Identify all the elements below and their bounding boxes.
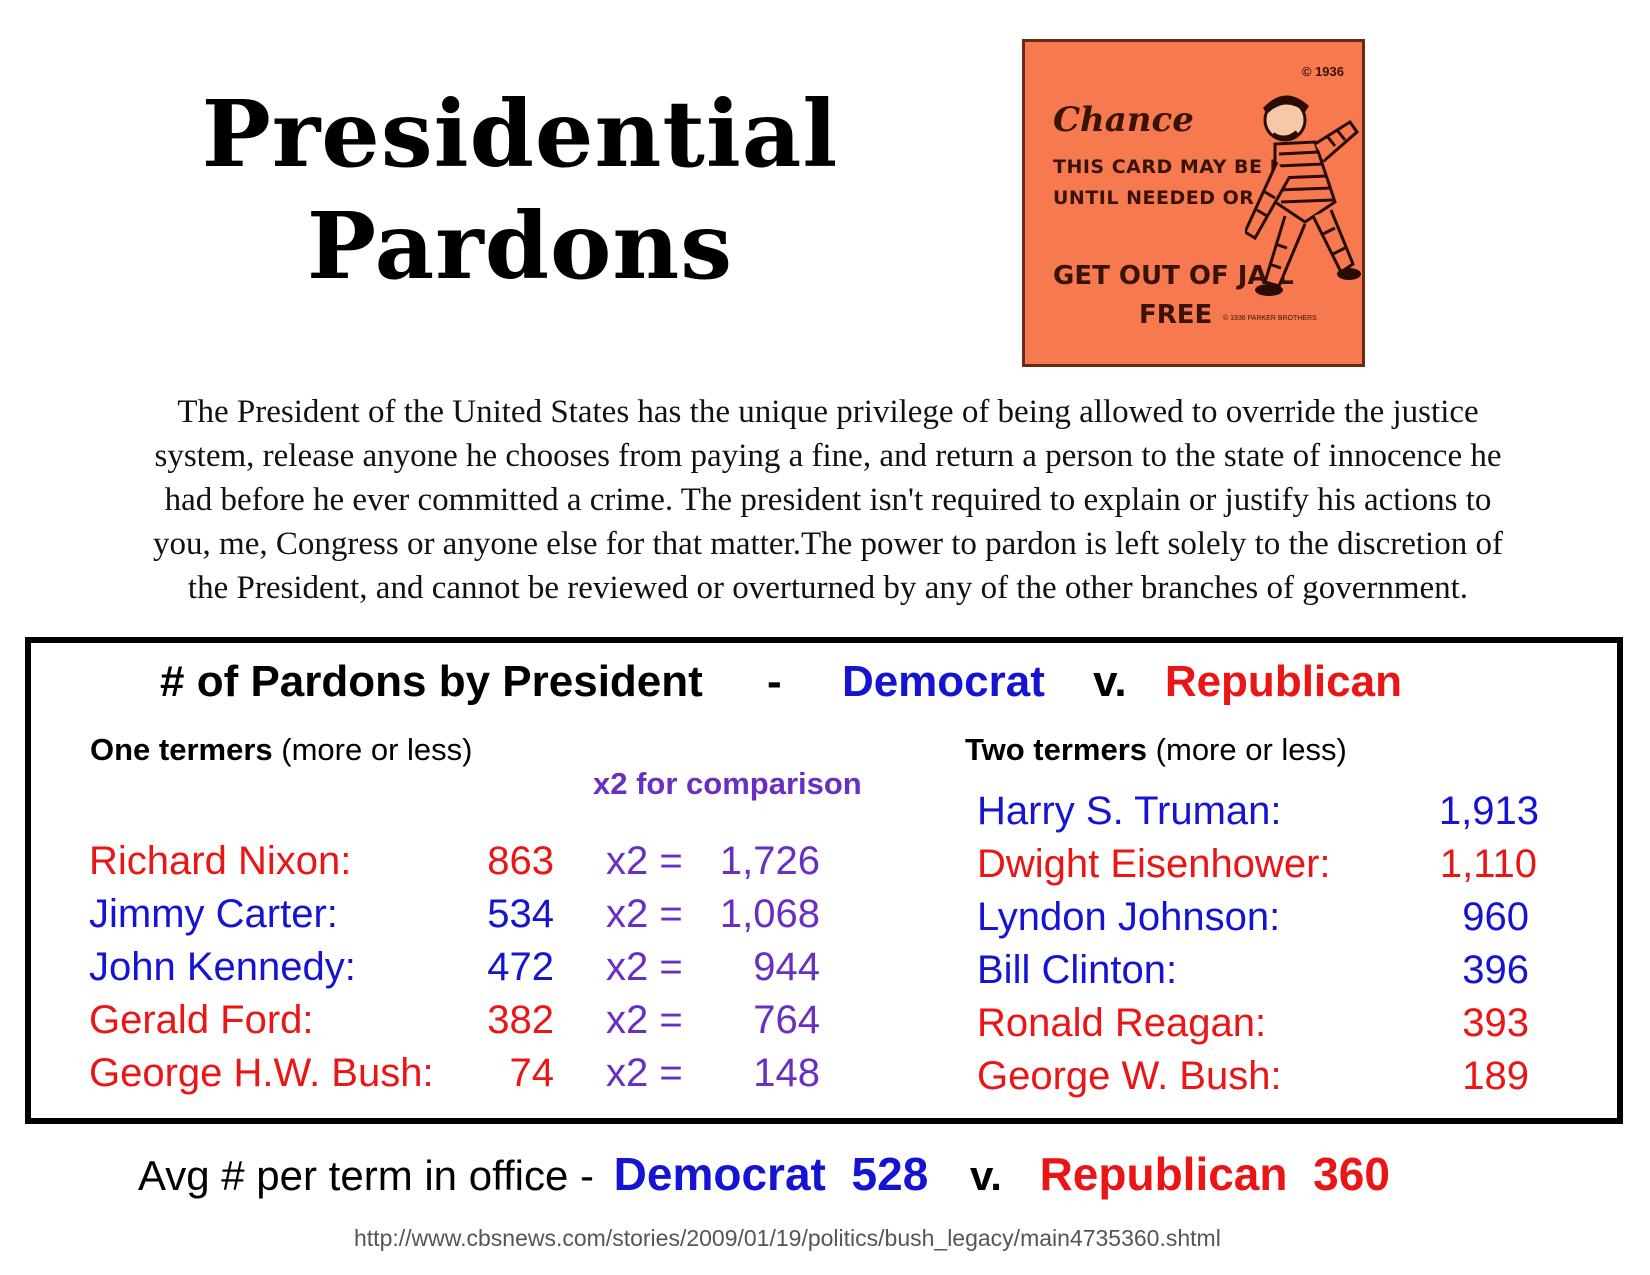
president-name: Ronald Reagan: (977, 1001, 1267, 1045)
intro-line: the President, and cannot be reviewed or… (187, 570, 1469, 606)
title-line-1: Presidential (201, 80, 839, 188)
x2-value: 148 (753, 1051, 820, 1095)
card-copyright: © 1936 (1301, 64, 1344, 79)
average-republican-value: 360 (1313, 1148, 1390, 1200)
x2-value: 1,726 (719, 839, 820, 883)
page-title: Presidential Pardons (80, 78, 960, 302)
table-title-democrat: Democrat (841, 657, 1045, 706)
one-termer-row: Richard Nixon: 863 (89, 836, 554, 886)
president-name: George W. Bush: (977, 1054, 1282, 1098)
table-title-republican: Republican (1164, 657, 1402, 706)
pardon-count: 534 (487, 892, 554, 936)
pardon-count: 1,913 (1438, 789, 1539, 833)
average-democrat-value: 528 (851, 1148, 929, 1200)
one-termers-heading: One termers (more or less) (90, 732, 472, 768)
one-termer-row: John Kennedy: 472 (89, 942, 554, 992)
table-title-dash: - (767, 657, 782, 706)
comparison-note: x2 for comparison (593, 766, 862, 801)
x2-comparison: x2 = 944 (606, 942, 820, 992)
average-summary: Avg # per term in office - Democrat 528 … (138, 1147, 1390, 1201)
table-title: # of Pardons by President - Democrat v. … (160, 657, 1402, 707)
two-termer-row: Lyndon Johnson: 960 (977, 892, 1529, 942)
intro-line: had before he ever committed a crime. Th… (164, 482, 1492, 518)
running-prisoner-icon (1245, 95, 1361, 296)
president-name: Richard Nixon: (89, 839, 352, 883)
average-label: Avg # per term in office - (138, 1152, 594, 1199)
president-name: Bill Clinton: (977, 948, 1178, 992)
average-vs: v. (969, 1152, 1002, 1199)
title-line-2: Pardons (306, 192, 734, 300)
pardon-count: 1,110 (1439, 842, 1537, 886)
two-termer-row: George W. Bush: 189 (977, 1051, 1529, 1101)
president-name: John Kennedy: (89, 945, 356, 989)
one-termers-heading-rest: (more or less) (281, 732, 473, 767)
x2-comparison: x2 = 764 (606, 995, 820, 1045)
pardon-count: 74 (509, 1051, 555, 1095)
two-termers-heading-rest: (more or less) (1155, 732, 1347, 767)
pardon-count: 960 (1462, 895, 1529, 939)
intro-line: you, me, Congress or anyone else for tha… (153, 526, 1503, 562)
x2-prefix: x2 = (606, 839, 683, 883)
x2-prefix: x2 = (606, 892, 683, 936)
intro-paragraph: The President of the United States has t… (48, 390, 1608, 610)
table-title-text: # of Pardons by President (160, 657, 703, 706)
average-democrat-label: Democrat (613, 1148, 826, 1200)
x2-value: 944 (753, 945, 820, 989)
president-name: Dwight Eisenhower: (977, 842, 1331, 886)
president-name: Jimmy Carter: (89, 892, 338, 936)
pardons-table-box (25, 637, 1623, 1124)
card-heading: Chance (1053, 100, 1194, 140)
two-termer-row: Harry S. Truman: 1,913 (977, 786, 1539, 836)
president-name: Lyndon Johnson: (977, 895, 1281, 939)
x2-comparison: x2 = 1,726 (606, 836, 820, 886)
table-title-vs: v. (1093, 657, 1127, 706)
x2-value: 1,068 (719, 892, 820, 936)
pardon-count: 393 (1462, 1001, 1529, 1045)
pardon-count: 382 (487, 998, 554, 1042)
intro-line: The President of the United States has t… (177, 394, 1479, 430)
x2-comparison: x2 = 1,068 (606, 889, 820, 939)
source-url: http://www.cbsnews.com/stories/2009/01/1… (354, 1225, 1221, 1251)
pardon-count: 189 (1462, 1054, 1529, 1098)
two-termer-row: Bill Clinton: 396 (977, 945, 1529, 995)
x2-prefix: x2 = (606, 1051, 683, 1095)
x2-comparison: x2 = 148 (606, 1048, 820, 1098)
one-termer-row: George H.W. Bush: 74 (89, 1048, 554, 1098)
two-termers-heading: Two termers (more or less) (965, 732, 1347, 768)
two-termers-heading-bold: Two termers (965, 732, 1148, 767)
pardon-count: 472 (487, 945, 554, 989)
president-name: George H.W. Bush: (89, 1051, 434, 1095)
x2-prefix: x2 = (606, 945, 683, 989)
intro-line: system, release anyone he chooses from p… (154, 438, 1502, 474)
x2-value: 764 (753, 998, 820, 1042)
card-line-1: THIS CARD MAY BE KEPT (1053, 156, 1327, 178)
x2-prefix: x2 = (606, 998, 683, 1042)
pardon-count: 863 (487, 839, 554, 883)
average-republican-label: Republican (1039, 1148, 1288, 1200)
card-line-3: GET OUT OF JAIL (1053, 261, 1294, 291)
chance-card-image: © 1936 Chance THIS CARD MAY BE KEPT UNTI… (1022, 39, 1365, 367)
card-fine-print: © 1936 PARKER BROTHERS (1223, 315, 1317, 322)
one-termer-row: Jimmy Carter: 534 (89, 889, 554, 939)
card-line-4: FREE (1139, 300, 1213, 330)
one-termers-heading-bold: One termers (90, 732, 273, 767)
pardon-count: 396 (1462, 948, 1529, 992)
card-line-2: UNTIL NEEDED OR SOLD (1053, 187, 1322, 209)
president-name: Gerald Ford: (89, 998, 314, 1042)
one-termer-row: Gerald Ford: 382 (89, 995, 554, 1045)
two-termer-row: Ronald Reagan: 393 (977, 998, 1529, 1048)
two-termer-row: Dwight Eisenhower: 1,110 (977, 839, 1537, 889)
president-name: Harry S. Truman: (977, 789, 1282, 833)
